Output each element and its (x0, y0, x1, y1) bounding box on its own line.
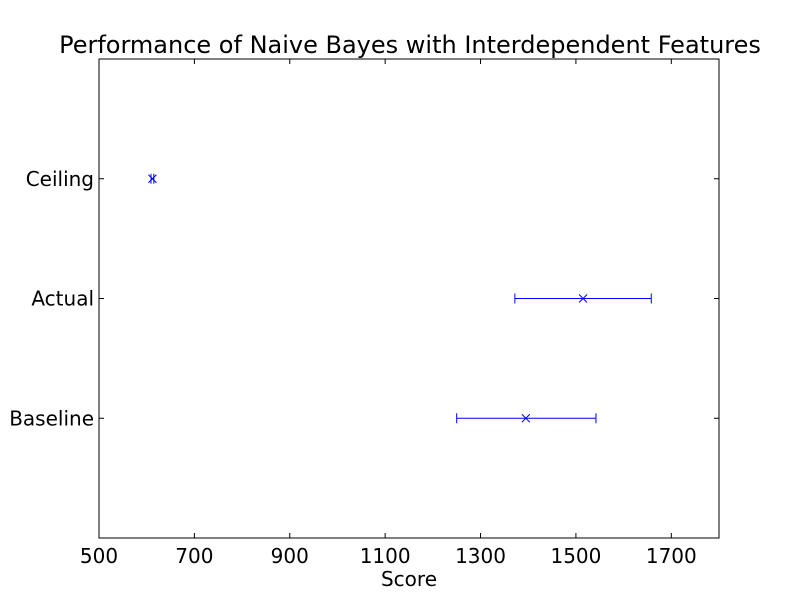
x-tick-label: 1500 (550, 544, 601, 568)
data-point-x-marker (521, 413, 531, 423)
x-tick-label: 500 (80, 544, 118, 568)
y-tick-label: Actual (31, 287, 94, 311)
error-bar-series (148, 173, 652, 424)
chart-title: Performance of Naive Bayes with Interdep… (59, 31, 761, 59)
error-bar-ceiling (148, 173, 157, 184)
y-axis-ticks: Baseline Actual Ceiling (9, 167, 719, 430)
x-axis-label: Score (381, 567, 437, 591)
data-point-x-marker (578, 294, 588, 303)
data-point-x-marker (148, 174, 157, 184)
y-tick-label: Baseline (9, 406, 94, 430)
x-axis-ticks: 500 700 900 1100 1300 1500 1700 (80, 59, 697, 568)
x-tick-label: 700 (175, 544, 213, 568)
y-tick-label: Ceiling (26, 167, 94, 191)
x-tick-label: 1700 (646, 544, 697, 568)
error-bar-baseline (456, 413, 597, 424)
x-tick-label: 1100 (360, 544, 411, 568)
x-tick-label: 1300 (455, 544, 506, 568)
x-tick-label: 900 (271, 544, 309, 568)
error-bar-actual (514, 293, 652, 304)
